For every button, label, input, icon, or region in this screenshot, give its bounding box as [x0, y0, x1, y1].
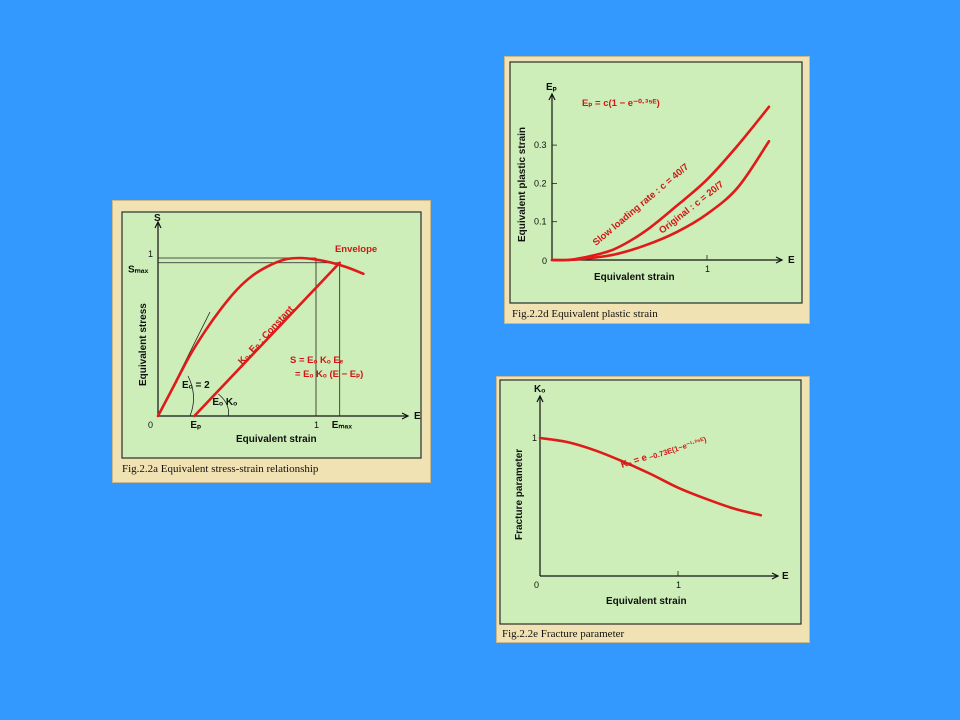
caption: Fig.2.2d Equivalent plastic strain	[512, 308, 658, 320]
x-axis-arrow	[401, 412, 410, 420]
caption: Fig.2.2a Equivalent stress-strain relati…	[122, 463, 319, 475]
y-axis-arrow	[536, 394, 544, 403]
plastic-strain-chart: E Eₚ Equivalent strain Equivalent plastic s…	[509, 61, 803, 320]
envelope-curve	[156, 256, 365, 418]
formula-line-1: S = Eₒ Kₒ Eₑ	[290, 355, 344, 366]
fracture-parameter-chart: E Kₒ Equivalent strain Fracture parameter 0 1…	[499, 379, 802, 640]
e0-angle-arc	[187, 375, 194, 417]
y-axis-symbol: S	[154, 213, 161, 224]
y-tick-smax: Sₘₐₓ	[128, 265, 149, 276]
x-tick-0: 0	[542, 256, 547, 266]
e0-label: Eₒ = 2	[182, 380, 210, 391]
stress-strain-chart: E S Equivalent strain Equivalent stress 0 Eₚ 1…	[121, 211, 422, 475]
x-tick-0: 0	[148, 420, 153, 430]
y-tick-1: 0.1	[534, 217, 547, 227]
x-axis-arrow	[775, 256, 784, 264]
y-tick-2: 0.2	[534, 178, 547, 188]
y-tick-1: 1	[148, 249, 153, 259]
x-axis-label: Equivalent strain	[594, 272, 675, 283]
x-tick-1: 1	[314, 420, 319, 430]
y-axis-arrow	[154, 220, 162, 229]
x-tick-1: 1	[676, 580, 681, 590]
envelope-label: Envelope	[335, 244, 377, 255]
x-tick-ep: Eₚ	[190, 420, 201, 431]
y-axis-arrow	[548, 92, 556, 101]
figure-2-2e-panel: E Kₒ Equivalent strain Fracture parameter 0 1…	[496, 376, 810, 643]
y-tick-3: 0.3	[534, 140, 547, 150]
formula-label: Eₚ = c(1 − e⁻⁰·³⁵ᴱ)	[582, 98, 660, 109]
formula-line-2: = Eₒ Kₒ (E − Eₚ)	[295, 369, 363, 380]
caption: Fig.2.2e Fracture parameter	[502, 628, 625, 640]
x-axis-label: Equivalent strain	[606, 596, 687, 607]
x-axis-symbol: E	[782, 571, 789, 582]
fracture-curve	[538, 436, 763, 517]
original-curve	[550, 139, 771, 262]
figure-2-2d-panel: E Eₚ Equivalent strain Equivalent plastic s…	[504, 56, 810, 324]
y-axis-label: Equivalent stress	[138, 303, 149, 386]
x-tick-emax: Eₘₐₓ	[332, 420, 353, 431]
x-tick-0: 0	[534, 580, 539, 590]
y-axis-label: Fracture parameter	[514, 449, 525, 540]
figure-2-2a-panel: E S Equivalent strain Equivalent stress 0 Eₚ 1…	[112, 200, 431, 483]
y-axis-symbol: Kₒ	[534, 384, 545, 395]
x-axis-symbol: E	[788, 255, 795, 266]
x-axis-symbol: E	[414, 411, 421, 422]
x-axis-arrow	[771, 572, 780, 580]
x-tick-1: 1	[705, 264, 710, 274]
y-axis-symbol: Eₚ	[546, 82, 557, 93]
e0k0-angle-arc	[218, 393, 230, 417]
plot-area	[509, 61, 803, 304]
unloading-line	[193, 261, 341, 418]
x-axis-label: Equivalent strain	[236, 434, 317, 445]
y-axis-label: Equivalent plastic strain	[517, 127, 528, 242]
y-tick-1: 1	[532, 433, 537, 443]
e0k0-label: Eₒ Kₒ	[212, 397, 237, 408]
plot-area	[499, 379, 802, 625]
